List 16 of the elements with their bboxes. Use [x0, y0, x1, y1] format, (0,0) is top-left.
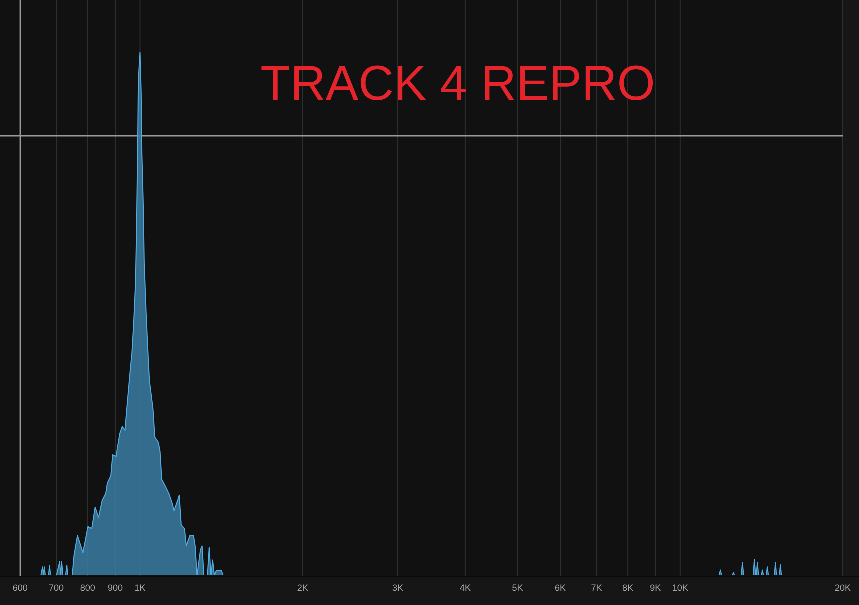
chart-title: TRACK 4 REPRO	[260, 57, 656, 111]
x-tick-label: 5K	[512, 583, 524, 593]
x-tick-label: 7K	[591, 583, 602, 593]
x-tick-label: 4K	[460, 583, 471, 593]
x-tick-label: 1K	[134, 583, 146, 593]
x-tick-label: 8K	[622, 583, 634, 593]
x-tick-label: 2K	[297, 583, 308, 593]
x-tick-label: 3K	[392, 583, 404, 593]
x-tick-label: 9K	[650, 583, 662, 593]
x-tick-label: 900	[108, 583, 124, 593]
x-tick-label: 20K	[834, 583, 852, 593]
x-tick-label: 10K	[672, 583, 688, 593]
x-tick-label: 600	[12, 583, 28, 593]
x-tick-label: 700	[49, 583, 64, 593]
x-tick-label: 800	[80, 583, 96, 593]
x-tick-label: 6K	[555, 583, 566, 593]
